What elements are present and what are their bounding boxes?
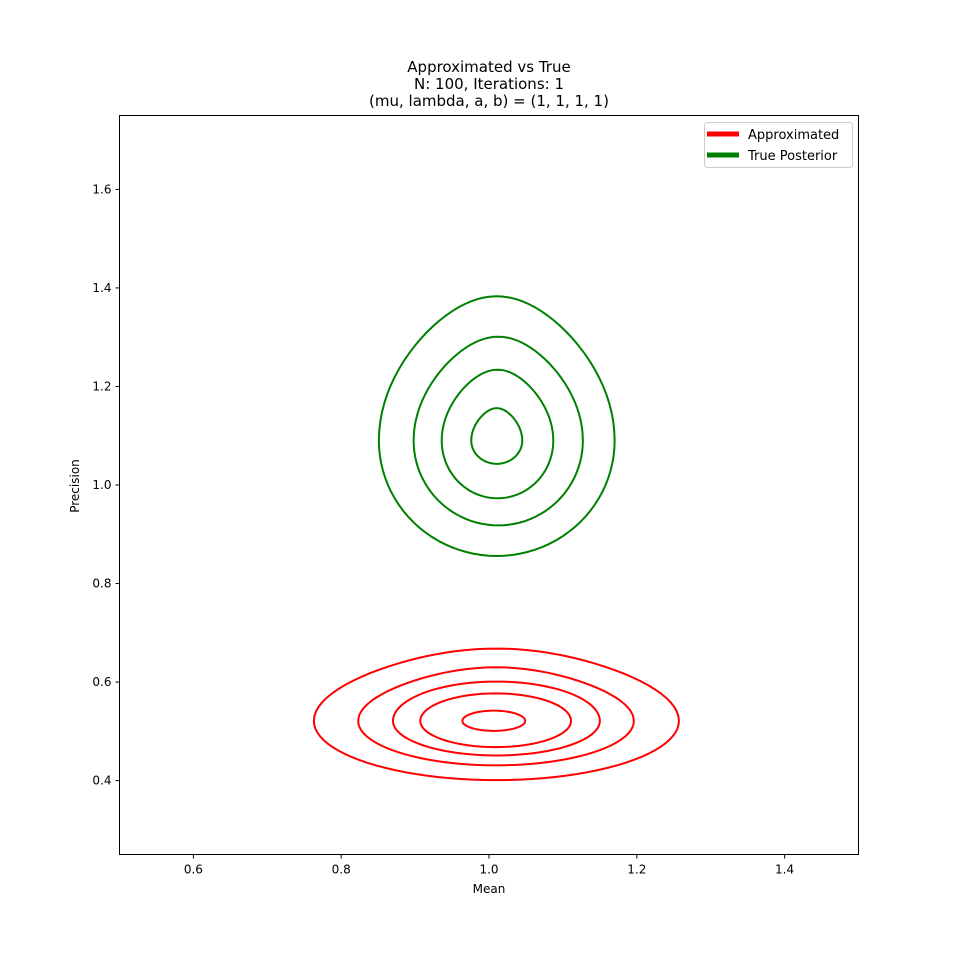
contour-series-approximated <box>312 647 680 782</box>
contour-level-5 <box>461 709 527 732</box>
y-tick-label: 1.6 <box>92 182 111 196</box>
plot-area <box>119 115 859 855</box>
y-tick-label: 0.4 <box>92 774 111 788</box>
x-tick-label: 0.6 <box>184 863 203 877</box>
x-tick-label: 1.2 <box>627 863 646 877</box>
y-axis: 0.4 0.6 0.8 1.0 1.2 1.4 1.6 <box>92 182 120 788</box>
y-axis-label: Precision <box>68 459 82 513</box>
chart-title-line-3: (mu, lambda, a, b) = (1, 1, 1, 1) <box>369 92 609 110</box>
y-tick-label: 1.0 <box>92 478 111 492</box>
contour-level-4 <box>419 692 573 749</box>
contour-level-3 <box>391 680 601 757</box>
chart-title-line-2: N: 100, Iterations: 1 <box>414 75 564 93</box>
x-axis-label: Mean <box>473 882 506 896</box>
y-tick-label: 1.4 <box>92 281 111 295</box>
chart-title-line-1: Approximated vs True <box>407 58 570 76</box>
contour-series-true-posterior <box>377 295 616 557</box>
contour-level-2 <box>412 335 584 527</box>
y-tick-label: 1.2 <box>92 379 111 393</box>
x-tick-label: 0.8 <box>332 863 351 877</box>
contour-level-3 <box>440 368 555 500</box>
contour-level-1 <box>312 647 680 782</box>
legend-label-approximated: Approximated <box>748 128 839 143</box>
contour-layer <box>312 295 680 782</box>
x-tick-label: 1.0 <box>479 863 498 877</box>
y-tick-label: 0.6 <box>92 675 111 689</box>
contour-level-4 <box>470 407 524 465</box>
contour-level-1 <box>377 295 616 557</box>
legend: Approximated True Posterior <box>704 122 853 168</box>
legend-box <box>704 122 853 168</box>
x-axis: 0.6 0.8 1.0 1.2 1.4 <box>184 854 794 877</box>
contour-level-2 <box>357 666 635 767</box>
y-tick-label: 0.8 <box>92 577 111 591</box>
legend-label-true-posterior: True Posterior <box>747 149 838 164</box>
x-tick-label: 1.4 <box>775 863 794 877</box>
